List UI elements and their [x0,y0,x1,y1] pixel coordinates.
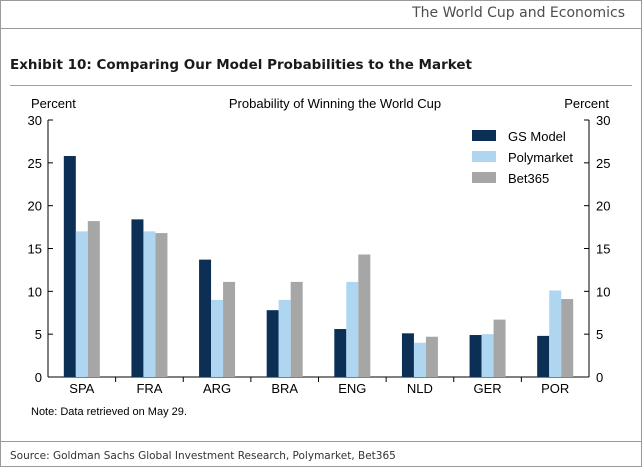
header-divider [1,28,641,29]
footer-divider [1,441,641,442]
bar-polymarket-arg [211,299,224,377]
bar-bet365-eng [358,254,371,377]
x-tick-label: SPA [69,381,94,396]
y-tick-label-left: 15 [28,242,42,257]
bar-gs-model-ger [469,335,482,377]
y-tick-label-right: 15 [596,242,610,257]
y-tick-label-left: 10 [28,284,42,299]
bar-polymarket-eng [346,281,359,377]
bar-bet365-por [561,299,574,377]
bar-gs-model-nld [401,333,414,377]
legend-label: GS Model [508,129,566,144]
legend: GS Model Polymarket Bet365 [472,129,573,186]
legend-label: Bet365 [508,171,549,186]
x-tick-label: ENG [338,381,366,396]
bar-gs-model-fra [131,219,144,377]
bars-group [63,155,574,377]
x-tick-label: NLD [407,381,433,396]
bar-polymarket-nld [413,342,426,377]
title-divider [10,85,632,86]
y-tick-label-right: 5 [596,327,603,342]
bar-polymarket-spa [75,231,88,377]
bar-polymarket-por [549,290,562,377]
source-note: Source: Goldman Sachs Global Investment … [10,450,396,462]
y-tick-label-left: 25 [28,156,42,171]
x-tick-label: ARG [203,381,231,396]
bar-bet365-fra [155,233,168,377]
y-tick-label-right: 30 [596,113,610,128]
legend-swatch [472,151,496,162]
y-tick-label-left: 5 [35,327,42,342]
chart-title: Probability of Winning the World Cup [229,96,441,111]
bar-polymarket-bra [278,299,291,377]
y-tick-label-right: 10 [596,284,610,299]
report-title: The World Cup and Economics [412,5,625,21]
y-tick-label-left: 20 [28,199,42,214]
bar-gs-model-spa [63,155,76,377]
bar-polymarket-fra [143,231,156,377]
legend-swatch [472,172,496,183]
bar-bet365-spa [87,221,100,377]
y-axis-label-left: Percent [31,96,76,111]
x-tick-label: GER [473,381,501,396]
y-tick-label-left: 30 [28,113,42,128]
y-tick-label-right: 25 [596,156,610,171]
bar-bet365-ger [493,319,506,377]
legend-swatch [472,130,496,141]
chart-note: Note: Data retrieved on May 29. [31,406,187,418]
x-tick-label: FRA [136,381,162,396]
x-tick-label: BRA [271,381,298,396]
bar-gs-model-bra [266,310,279,377]
y-tick-label-left: 0 [35,370,42,385]
legend-label: Polymarket [508,150,573,165]
bar-polymarket-ger [481,334,494,377]
bar-bet365-arg [223,281,236,377]
y-tick-label-right: 20 [596,199,610,214]
y-tick-label-right: 0 [596,370,603,385]
exhibit-title: Exhibit 10: Comparing Our Model Probabil… [10,57,472,73]
bar-gs-model-eng [334,329,347,377]
bar-bet365-nld [425,336,438,377]
bar-bet365-bra [290,281,303,377]
y-axis-label-right: Percent [564,96,609,111]
bar-gs-model-arg [199,259,212,377]
bar-gs-model-por [537,335,550,377]
x-tick-label: POR [541,381,569,396]
